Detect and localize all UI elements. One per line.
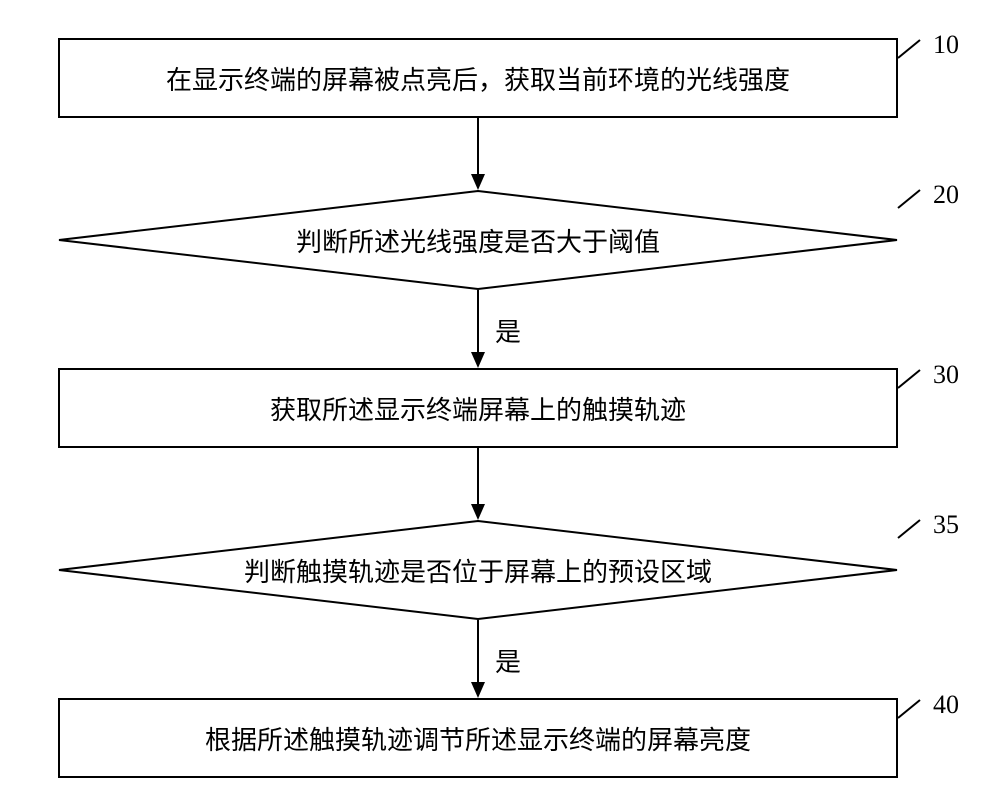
edge-label-1: 是 [495, 312, 521, 349]
ref-label-10: 10 [933, 30, 959, 60]
flow-step-n40: 根据所述触摸轨迹调节所述显示终端的屏幕亮度 [58, 698, 898, 778]
flow-decision-label: 判断触摸轨迹是否位于屏幕上的预设区域 [244, 552, 712, 589]
flow-decision-n35: 判断触摸轨迹是否位于屏幕上的预设区域 [58, 520, 898, 620]
edge-label-3: 是 [495, 642, 521, 679]
flow-step-label: 在显示终端的屏幕被点亮后，获取当前环境的光线强度 [166, 60, 790, 97]
flow-decision-n20: 判断所述光线强度是否大于阈值 [58, 190, 898, 290]
flow-step-n30: 获取所述显示终端屏幕上的触摸轨迹 [58, 368, 898, 448]
flow-step-label: 获取所述显示终端屏幕上的触摸轨迹 [270, 390, 686, 427]
ref-label-30: 30 [933, 360, 959, 390]
ref-label-35: 35 [933, 510, 959, 540]
ref-label-20: 20 [933, 180, 959, 210]
flow-step-n10: 在显示终端的屏幕被点亮后，获取当前环境的光线强度 [58, 38, 898, 118]
ref-label-40: 40 [933, 690, 959, 720]
flow-decision-label: 判断所述光线强度是否大于阈值 [296, 222, 660, 259]
flow-step-label: 根据所述触摸轨迹调节所述显示终端的屏幕亮度 [205, 720, 751, 757]
